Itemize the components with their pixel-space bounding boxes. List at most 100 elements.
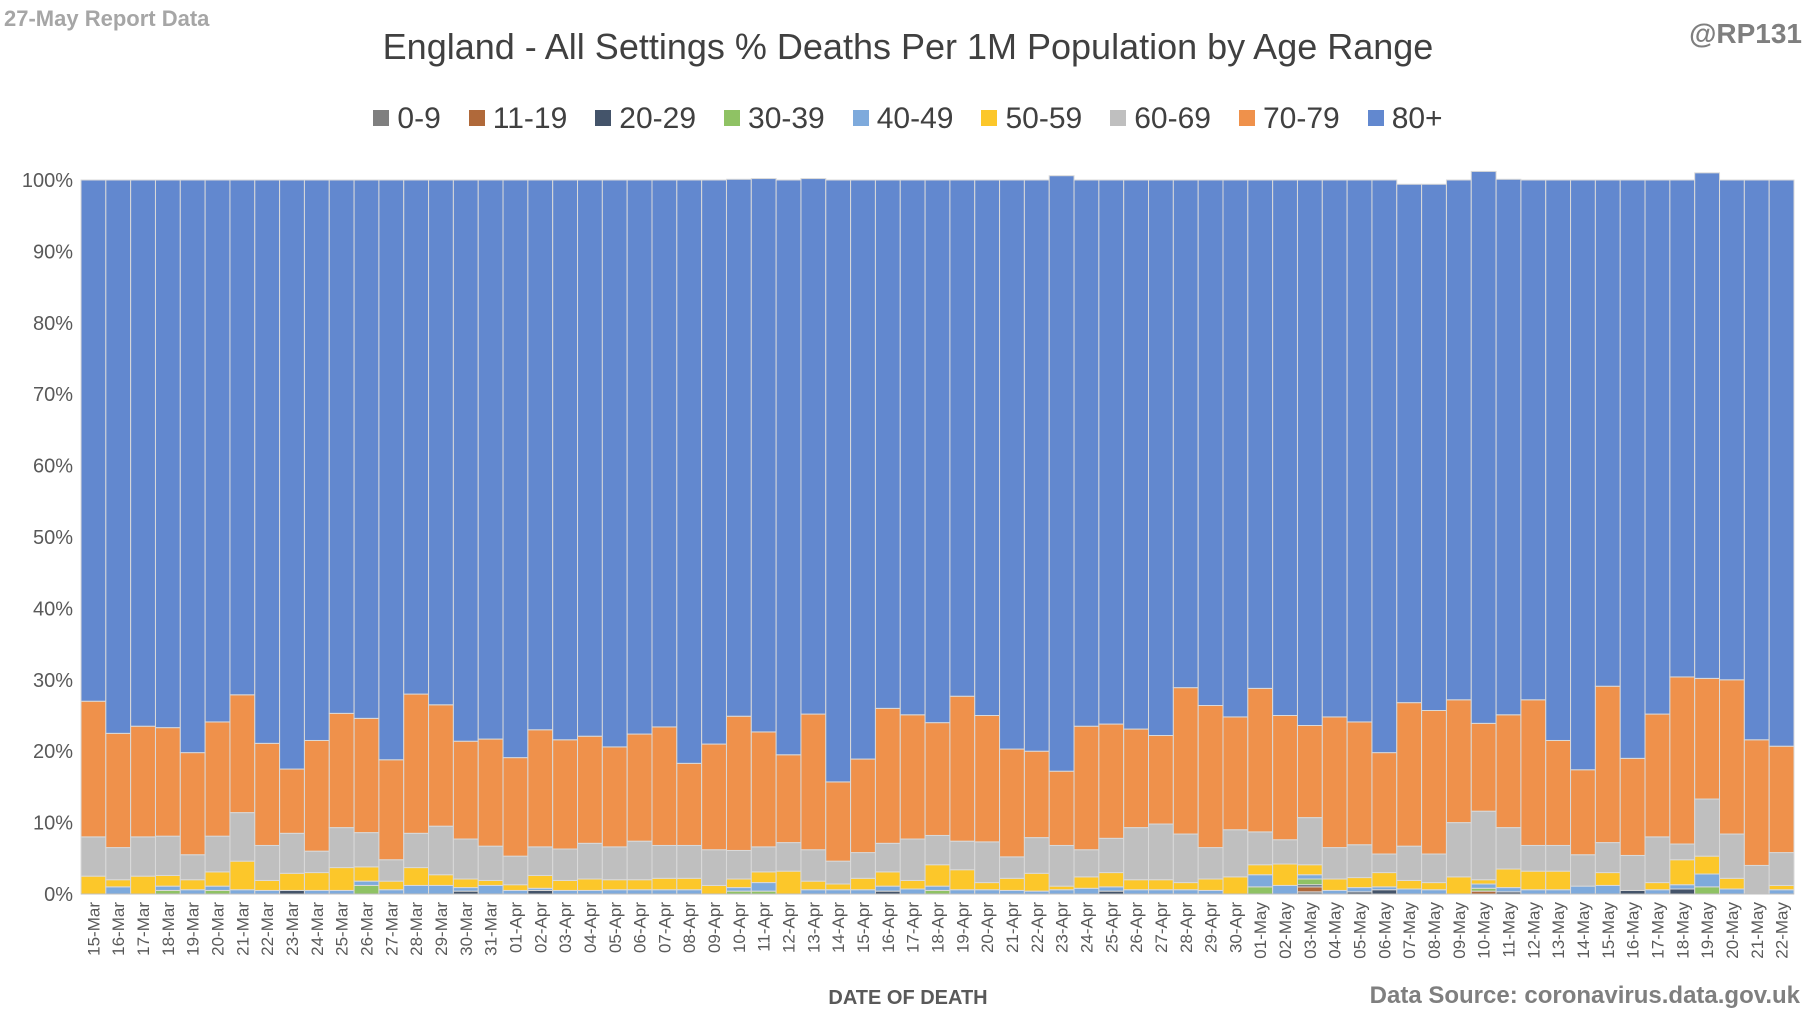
bar-segment [825, 179, 852, 783]
bar-segment [403, 832, 430, 869]
bar-segment [1048, 175, 1075, 772]
x-tick-label: 06-Apr [631, 902, 650, 953]
bar-segment [502, 855, 529, 886]
bar-segment [676, 889, 703, 895]
x-tick-label: 16-Mar [109, 902, 128, 956]
bar-segment [701, 849, 727, 886]
bar-segment [552, 848, 579, 881]
bar-segment [527, 846, 554, 876]
bar-segment [353, 179, 380, 719]
bar-segment [303, 739, 330, 852]
bar-segment [850, 889, 876, 895]
bar-segment [1321, 847, 1348, 880]
bar-segment [477, 738, 504, 847]
bar-segment [279, 889, 305, 895]
x-tick-label: 18-May [1673, 902, 1692, 959]
bar-segment [1669, 843, 1696, 861]
x-tick-label: 09-Apr [705, 902, 724, 953]
bar-segment [1371, 853, 1398, 874]
bar-segment [279, 179, 305, 770]
bar-segment [1594, 685, 1621, 844]
bar-segment [999, 179, 1025, 750]
x-tick-label: 22-Apr [1028, 902, 1047, 953]
bar-segment [874, 871, 901, 887]
bar-segment [179, 879, 206, 891]
x-tick-label: 29-Apr [1202, 902, 1221, 953]
x-tick-label: 06-May [1375, 902, 1394, 959]
bar-segment [1619, 757, 1646, 856]
bar-segment [1073, 887, 1100, 895]
bar-segment [750, 882, 777, 892]
x-tick-label: 14-Apr [829, 902, 848, 953]
bar-segment [1694, 677, 1721, 800]
x-tick-label: 30-Apr [1226, 902, 1245, 953]
bar-segment [403, 867, 430, 886]
bar-segment [105, 886, 132, 895]
bar-segment [1247, 179, 1274, 689]
bar-segment [874, 842, 901, 873]
bar-segment [1296, 864, 1323, 876]
bar-segment [353, 880, 380, 886]
bar-segment [477, 884, 504, 895]
bar-segment [701, 179, 727, 745]
bar-segment [105, 879, 132, 888]
bar-segment [229, 860, 256, 891]
bar-segment [924, 179, 951, 724]
legend-item: 0-9 [373, 102, 441, 136]
bar-segment [1272, 884, 1298, 895]
bar-segment [874, 707, 901, 844]
bars-layer [80, 170, 1795, 895]
bar-segment [403, 693, 430, 834]
bar-segment [1197, 179, 1224, 707]
bar-segment [601, 746, 628, 848]
bar-segment [1172, 687, 1199, 835]
bar-segment [1421, 183, 1447, 712]
bar-segment [924, 885, 951, 891]
bar-segment [1470, 879, 1497, 885]
x-tick-label: 08-May [1425, 902, 1444, 959]
bar-segment [825, 781, 852, 862]
bar-segment [577, 889, 603, 895]
bar-segment [328, 867, 355, 891]
bar-segment [1445, 179, 1472, 701]
legend-item: 20-29 [595, 102, 696, 136]
x-tick-label: 14-May [1574, 902, 1593, 959]
bar-segment [1396, 183, 1423, 704]
bar-segment [1073, 849, 1100, 878]
bar-segment [676, 762, 703, 846]
bar-segment [452, 179, 479, 742]
bar-segment [1023, 837, 1050, 874]
x-tick-label: 12-May [1524, 902, 1543, 959]
bar-segment [1073, 876, 1100, 889]
bar-segment [428, 874, 454, 886]
bar-segment [601, 846, 628, 881]
bar-segment [1694, 886, 1721, 895]
bar-segment [204, 179, 231, 723]
bar-segment [601, 879, 628, 891]
bar-segment [1272, 715, 1298, 841]
legend-label: 20-29 [619, 102, 697, 135]
bar-segment [1247, 831, 1274, 866]
bar-segment [1148, 823, 1174, 881]
bar-segment [1619, 854, 1646, 891]
bar-segment [750, 731, 777, 848]
bar-segment [1321, 716, 1348, 849]
bar-segment [1768, 884, 1795, 891]
bar-segment [1719, 679, 1745, 835]
bar-segment [1048, 770, 1075, 846]
bar-segment [1520, 699, 1547, 846]
bar-segment [179, 854, 206, 881]
bar-segment [303, 889, 330, 895]
bar-segment [1520, 844, 1547, 872]
bar-segment [552, 879, 579, 891]
legend-swatch [373, 110, 390, 127]
bar-segment [1768, 889, 1795, 895]
bar-segment [1694, 855, 1721, 875]
y-tick-label: 70% [33, 384, 73, 406]
bar-segment [1371, 872, 1398, 888]
bar-segment [601, 889, 628, 895]
x-tick-label: 02-May [1276, 902, 1295, 959]
x-tick-label: 22-Mar [258, 902, 277, 956]
bar-segment [328, 827, 355, 869]
